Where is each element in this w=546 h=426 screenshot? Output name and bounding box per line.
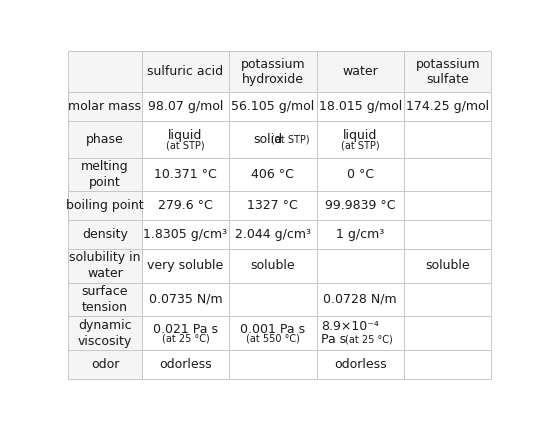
- Bar: [68, 92, 142, 121]
- Bar: [404, 351, 491, 379]
- Bar: [142, 51, 229, 92]
- Bar: [229, 283, 317, 316]
- Text: soluble: soluble: [251, 259, 295, 272]
- Text: 18.015 g/mol: 18.015 g/mol: [319, 100, 402, 113]
- Text: solid: solid: [253, 133, 282, 146]
- Text: 406 °C: 406 °C: [251, 168, 294, 181]
- Bar: [142, 220, 229, 248]
- Bar: [404, 121, 491, 158]
- Text: 0 °C: 0 °C: [347, 168, 374, 181]
- Text: 0.0735 N/m: 0.0735 N/m: [149, 293, 222, 306]
- Bar: [404, 220, 491, 248]
- Text: 279.6 °C: 279.6 °C: [158, 199, 213, 212]
- Bar: [317, 121, 404, 158]
- Bar: [229, 158, 317, 191]
- Text: surface
tension: surface tension: [82, 285, 128, 314]
- Bar: [142, 92, 229, 121]
- Bar: [317, 158, 404, 191]
- Bar: [404, 283, 491, 316]
- Bar: [317, 51, 404, 92]
- Bar: [68, 220, 142, 248]
- Text: 10.371 °C: 10.371 °C: [154, 168, 217, 181]
- Text: 99.9839 °C: 99.9839 °C: [325, 199, 395, 212]
- Text: odorless: odorless: [159, 358, 212, 371]
- Bar: [229, 51, 317, 92]
- Text: odorless: odorless: [334, 358, 387, 371]
- Text: 1 g/cm³: 1 g/cm³: [336, 228, 384, 241]
- Bar: [229, 316, 317, 351]
- Bar: [404, 248, 491, 283]
- Bar: [317, 351, 404, 379]
- Text: soluble: soluble: [425, 259, 470, 272]
- Text: 0.001 Pa s: 0.001 Pa s: [240, 323, 305, 337]
- Text: 0.0728 N/m: 0.0728 N/m: [323, 293, 397, 306]
- Bar: [317, 92, 404, 121]
- Bar: [142, 191, 229, 220]
- Bar: [404, 191, 491, 220]
- Text: solubility in
water: solubility in water: [69, 251, 141, 280]
- Bar: [68, 51, 142, 92]
- Bar: [404, 92, 491, 121]
- Text: liquid: liquid: [343, 130, 377, 142]
- Text: (at 25 °C): (at 25 °C): [162, 334, 209, 344]
- Text: 56.105 g/mol: 56.105 g/mol: [231, 100, 314, 113]
- Text: potassium
sulfate: potassium sulfate: [416, 58, 480, 86]
- Bar: [229, 121, 317, 158]
- Text: (at STP): (at STP): [166, 141, 205, 150]
- Bar: [404, 316, 491, 351]
- Bar: [142, 121, 229, 158]
- Bar: [404, 158, 491, 191]
- Bar: [68, 121, 142, 158]
- Bar: [317, 220, 404, 248]
- Bar: [229, 92, 317, 121]
- Text: 0.021 Pa s: 0.021 Pa s: [153, 323, 218, 337]
- Text: boiling point: boiling point: [66, 199, 144, 212]
- Text: 1.8305 g/cm³: 1.8305 g/cm³: [144, 228, 228, 241]
- Text: Pa s: Pa s: [321, 333, 346, 346]
- Bar: [68, 316, 142, 351]
- Bar: [142, 158, 229, 191]
- Text: sulfuric acid: sulfuric acid: [147, 65, 223, 78]
- Text: odor: odor: [91, 358, 119, 371]
- Text: water: water: [342, 65, 378, 78]
- Bar: [229, 191, 317, 220]
- Bar: [142, 248, 229, 283]
- Bar: [68, 283, 142, 316]
- Bar: [68, 351, 142, 379]
- Text: melting
point: melting point: [81, 160, 129, 189]
- Text: 174.25 g/mol: 174.25 g/mol: [406, 100, 489, 113]
- Text: 98.07 g/mol: 98.07 g/mol: [148, 100, 223, 113]
- Text: (at 25 °C): (at 25 °C): [345, 335, 393, 345]
- Text: density: density: [82, 228, 128, 241]
- Text: (at STP): (at STP): [271, 135, 310, 144]
- Bar: [68, 248, 142, 283]
- Bar: [317, 283, 404, 316]
- Bar: [229, 248, 317, 283]
- Text: potassium
hydroxide: potassium hydroxide: [241, 58, 305, 86]
- Text: very soluble: very soluble: [147, 259, 223, 272]
- Bar: [68, 191, 142, 220]
- Text: (at 550 °C): (at 550 °C): [246, 334, 300, 344]
- Text: dynamic
viscosity: dynamic viscosity: [78, 319, 132, 348]
- Bar: [142, 316, 229, 351]
- Text: 8.9×10⁻⁴: 8.9×10⁻⁴: [321, 320, 379, 333]
- Bar: [229, 220, 317, 248]
- Text: molar mass: molar mass: [68, 100, 141, 113]
- Text: (at STP): (at STP): [341, 141, 379, 150]
- Text: 2.044 g/cm³: 2.044 g/cm³: [235, 228, 311, 241]
- Bar: [68, 158, 142, 191]
- Bar: [404, 51, 491, 92]
- Bar: [229, 351, 317, 379]
- Bar: [142, 351, 229, 379]
- Text: 1327 °C: 1327 °C: [247, 199, 298, 212]
- Bar: [317, 248, 404, 283]
- Text: liquid: liquid: [168, 130, 203, 142]
- Text: phase: phase: [86, 133, 124, 146]
- Bar: [317, 316, 404, 351]
- Bar: [317, 191, 404, 220]
- Bar: [142, 283, 229, 316]
